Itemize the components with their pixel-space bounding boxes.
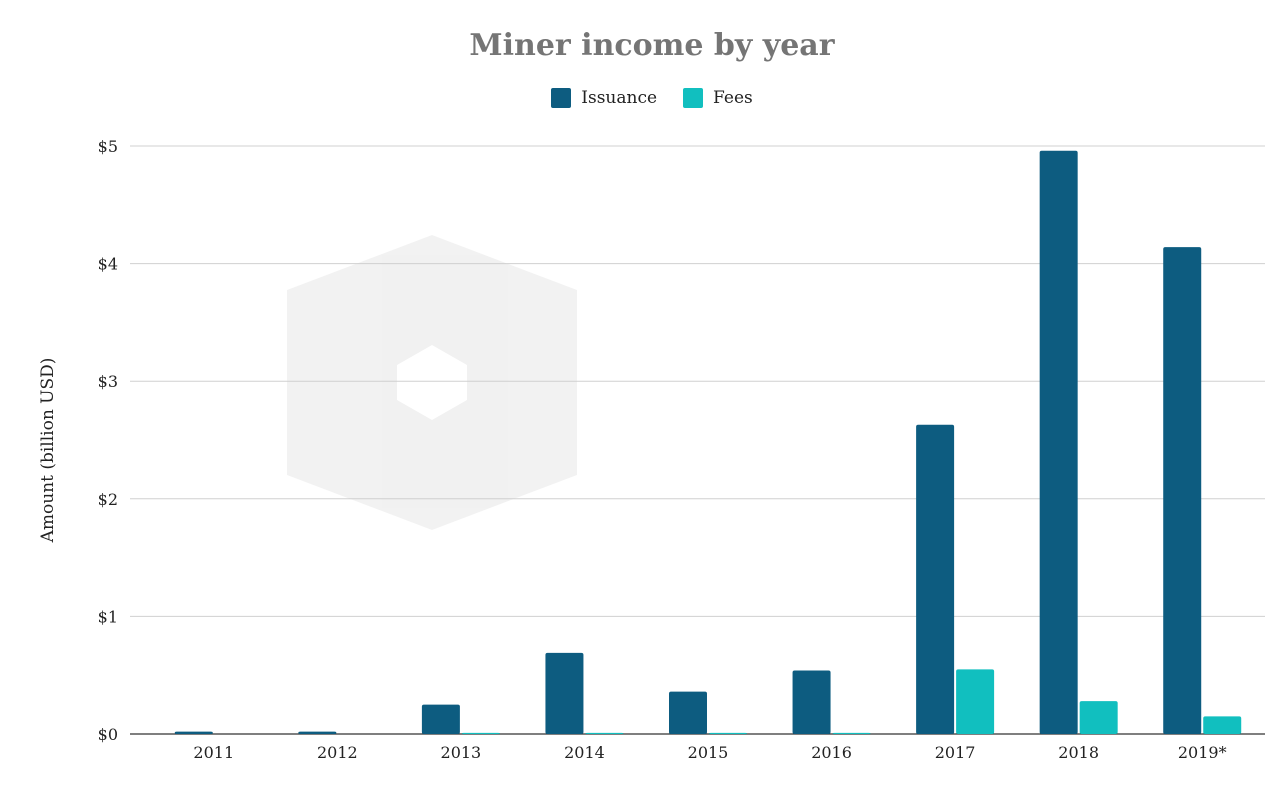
bar-issuance-2013 (421, 704, 460, 734)
bar-issuance-2016 (792, 670, 831, 734)
y-tick-label: $4 (98, 255, 118, 274)
bar-issuance-2015 (669, 691, 707, 734)
y-tick-label: $0 (98, 725, 118, 744)
chart-title: Miner income by year (469, 28, 835, 63)
bar-issuance-2018 (1039, 150, 1078, 735)
x-tick-label: 2017 (935, 743, 976, 762)
x-tick-label: 2011 (193, 743, 234, 762)
x-tick-label: 2018 (1058, 743, 1099, 762)
x-tick-label: 2019* (1178, 743, 1227, 762)
bar-fees-2015 (709, 732, 747, 734)
legend-swatch-issuance (551, 88, 572, 108)
x-tick-label: 2013 (441, 743, 482, 762)
x-tick-label: 2012 (317, 743, 358, 762)
bar-fees-2016 (832, 732, 871, 734)
bar-issuance-2017 (916, 424, 955, 734)
x-tick-label: 2015 (688, 743, 729, 762)
bar-fees-2017 (956, 669, 995, 734)
y-tick-label: $5 (98, 137, 118, 156)
bar-fees-2019 (1203, 716, 1242, 734)
legend-label-issuance: Issuance (581, 88, 658, 108)
legend-swatch-fees (683, 88, 704, 108)
bar-fees-2013 (461, 732, 500, 734)
legend-label-fees: Fees (713, 88, 753, 108)
bar-fees-2014 (585, 732, 624, 734)
bar-issuance-2012 (298, 731, 337, 734)
legend-item-fees: Fees (683, 88, 753, 108)
watermark-logo (287, 235, 577, 530)
legend-item-issuance: Issuance (551, 88, 657, 108)
y-tick-label: $3 (98, 372, 118, 391)
y-tick-label: $1 (98, 607, 118, 626)
x-tick-label: 2014 (564, 743, 605, 762)
bar-issuance-2019 (1163, 247, 1202, 735)
y-tick-label: $2 (98, 490, 118, 509)
x-tick-label: 2016 (811, 743, 852, 762)
bar-issuance-2014 (545, 652, 584, 734)
legend: Issuance Fees (0, 88, 1280, 108)
bar-issuance-2011 (174, 731, 213, 734)
bar-fees-2018 (1079, 701, 1118, 734)
